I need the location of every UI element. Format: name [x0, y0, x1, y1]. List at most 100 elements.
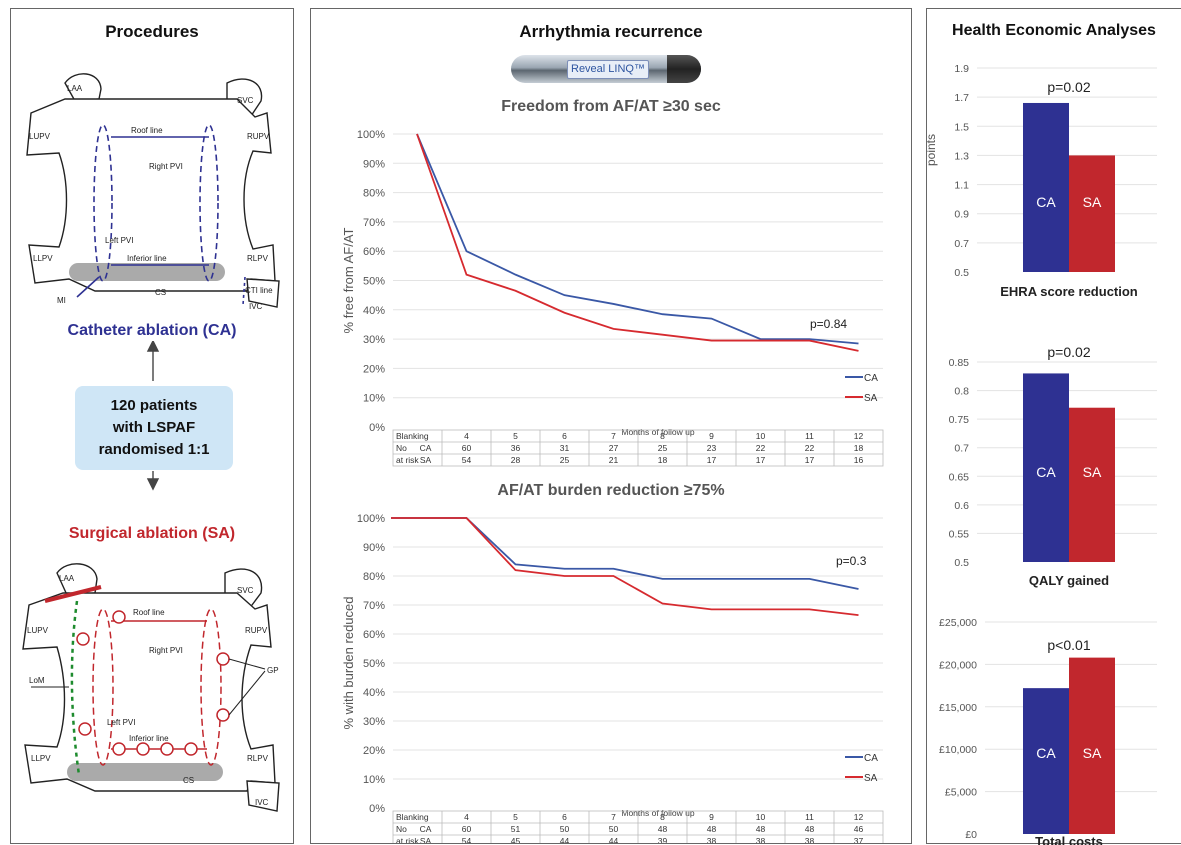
risk-value-ca: 25: [658, 443, 668, 453]
risk-group-label: CA: [420, 443, 432, 453]
y-tick-label: 1.7: [954, 92, 969, 104]
y-tick-label: 30%: [363, 716, 385, 728]
y-axis-label: % free from AF/AT: [341, 227, 356, 333]
ca-caption: Catheter ablation (CA): [67, 322, 237, 339]
laa-label: LAA: [67, 84, 83, 93]
risk-value-ca: 50: [609, 824, 619, 834]
x-tick-label: 7: [611, 431, 616, 441]
sa-llpv-label: LLPV: [31, 754, 51, 763]
y-tick-label: 10%: [363, 393, 385, 405]
bar-category-label: SA: [1083, 464, 1102, 480]
sa-caption: Surgical ablation (SA): [68, 525, 236, 542]
y-tick-label: 20%: [363, 363, 385, 375]
y-tick-label: 60%: [363, 629, 385, 641]
risk-group-label: SA: [420, 455, 432, 465]
y-tick-label: 0.9: [954, 209, 969, 221]
randomisation-box: 120 patients with LSPAF randomised 1:1: [75, 386, 233, 470]
y-tick-label: 0.55: [949, 528, 970, 540]
y-tick-label: 90%: [363, 542, 385, 554]
y-tick-label: 1.9: [954, 63, 969, 75]
cti-line-label: CTI line: [245, 286, 273, 295]
randomisation-line-1: 120 patients: [110, 397, 198, 414]
bar-category-label: CA: [1036, 194, 1056, 210]
ivc-label: IVC: [249, 302, 263, 311]
risk-value-sa: 17: [756, 455, 766, 465]
risk-value-sa: 38: [756, 836, 766, 843]
risk-row-header: at risk: [396, 455, 419, 465]
risk-value-sa: 37: [854, 836, 864, 843]
chart1-title: Freedom from AF/AT ≥30 sec: [501, 98, 721, 115]
risk-value-ca: 31: [560, 443, 570, 453]
y-tick-label: 50%: [363, 658, 385, 670]
x-tick-label: 11: [805, 431, 814, 441]
p-value-annotation: p=0.84: [810, 317, 847, 331]
risk-group-label: CA: [420, 824, 432, 834]
p-value-annotation: p=0.3: [836, 554, 867, 568]
qaly-chart: 0.5 0.55 0.6 0.65 0.7 0.75 0.8 0.85 CA SA p=0.02 QA…: [949, 344, 1157, 588]
series-line-sa: [416, 133, 859, 352]
series-line-ca: [391, 517, 859, 590]
p-value-annotation: p<0.01: [1047, 637, 1090, 653]
series-line-sa: [391, 517, 859, 617]
sa-rupv-label: RUPV: [245, 626, 268, 635]
legend-label: SA: [864, 393, 878, 404]
chart2-title: AF/AT burden reduction ≥75%: [497, 482, 725, 499]
risk-value-ca: 22: [756, 443, 766, 453]
x-tick-label: 7: [611, 812, 616, 822]
risk-value-ca: 50: [560, 824, 570, 834]
x-tick-label: 9: [709, 812, 714, 822]
y-tick-label: 80%: [363, 188, 385, 200]
risk-value-ca: 48: [658, 824, 668, 834]
y-tick-label: 10%: [363, 774, 385, 786]
risk-value-sa: 44: [560, 836, 570, 843]
y-tick-label: 100%: [357, 129, 385, 141]
series-line-ca: [416, 133, 859, 345]
y-tick-label: £25,000: [939, 617, 977, 629]
bar-ca: [1023, 688, 1069, 834]
p-value-annotation: p=0.02: [1047, 79, 1090, 95]
risk-value-sa: 44: [609, 836, 619, 843]
x-tick-label: 5: [513, 812, 518, 822]
arrhythmia-title: Arrhythmia recurrence: [519, 22, 703, 41]
p-value-annotation: p=0.02: [1047, 344, 1090, 360]
flow-arrows: [146, 341, 160, 491]
risk-value-ca: 23: [707, 443, 717, 453]
x-tick-label: 4: [464, 812, 469, 822]
risk-row-header: No: [396, 824, 407, 834]
x-tick-label: 12: [854, 431, 864, 441]
bar-category-label: SA: [1083, 194, 1102, 210]
x-tick-label: 10: [756, 431, 766, 441]
x-tick-label: 4: [464, 431, 469, 441]
risk-row-header: at risk: [396, 836, 419, 843]
risk-value-sa: 54: [462, 836, 472, 843]
y-tick-label: 0.8: [954, 386, 969, 398]
cs-label: CS: [155, 288, 166, 297]
arrhythmia-panel: Arrhythmia recurrence Reveal LINQ™ Freed…: [310, 8, 912, 844]
risk-value-sa: 17: [805, 455, 815, 465]
risk-value-ca: 22: [805, 443, 815, 453]
risk-value-sa: 25: [560, 455, 570, 465]
procedures-panel: Procedures LAA SVC LUPV RUPV Roof line R…: [10, 8, 294, 844]
risk-value-ca: 36: [511, 443, 521, 453]
y-tick-label: £20,000: [939, 659, 977, 671]
y-tick-label: 30%: [363, 334, 385, 346]
health-economics-panel: Health Economic Analyses 0.5 0.7 0.9 1.1 1.3…: [926, 8, 1181, 845]
x-tick-label: 6: [562, 431, 567, 441]
x-axis-label: EHRA score reduction: [1000, 284, 1138, 299]
y-tick-label: 0.6: [954, 500, 969, 512]
risk-value-ca: 48: [707, 824, 717, 834]
procedures-title: Procedures: [105, 22, 199, 41]
x-tick-label: 11: [805, 812, 814, 822]
inferior-line-label: Inferior line: [127, 254, 167, 263]
y-tick-label: 0%: [369, 803, 385, 815]
rupv-label: RUPV: [247, 132, 270, 141]
risk-value-ca: 27: [609, 443, 619, 453]
costs-chart: £0 £5,000 £10,000 £15,000 £20,000 £25,000 CA SA…: [939, 617, 1157, 845]
y-tick-label: 50%: [363, 276, 385, 288]
y-tick-label: 0.7: [954, 443, 969, 455]
rlpv-label: RLPV: [247, 254, 269, 263]
lom-label: LoM: [29, 676, 45, 685]
risk-value-sa: 45: [511, 836, 521, 843]
